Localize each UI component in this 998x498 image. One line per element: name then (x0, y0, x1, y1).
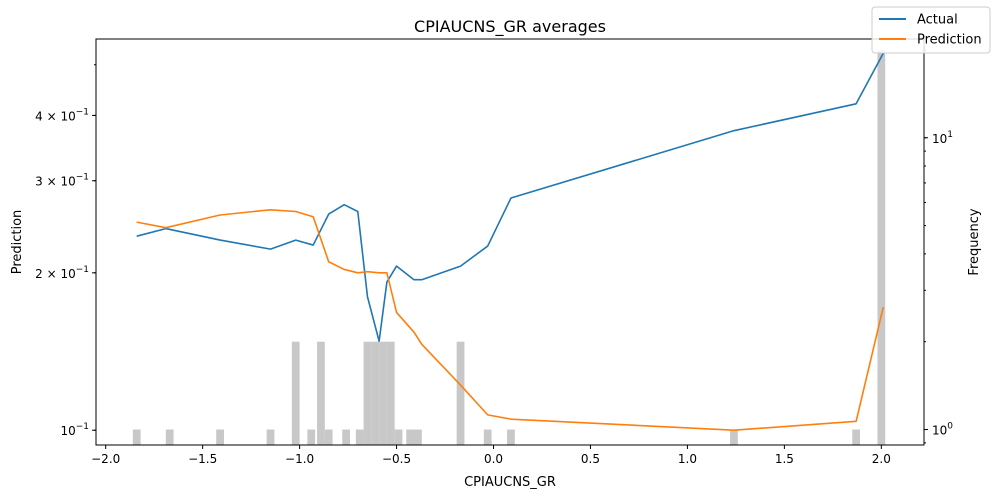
histogram-bar (324, 429, 333, 445)
x-tick-label: −0.5 (382, 452, 411, 466)
histogram-bar (877, 49, 886, 446)
histogram-bar (132, 429, 141, 445)
histogram-bar (379, 341, 387, 445)
x-tick-label: 2.0 (872, 452, 891, 466)
histogram-bar (342, 429, 351, 445)
histogram-bar (406, 429, 415, 445)
x-tick-label: 1.0 (678, 452, 697, 466)
y-axis-ticks: 10−1 2 × 10−1 3 × 10−1 4 × 10−1 (35, 64, 96, 438)
histogram-bar (216, 429, 224, 445)
y-tick-label: 4 × 10−1 (35, 107, 89, 123)
series-lines (136, 52, 885, 432)
y2-axis-ticks: 100 101 (924, 49, 953, 444)
series-line-prediction (136, 208, 885, 432)
y-axis-label: Prediction (10, 210, 25, 275)
histogram-bar (371, 341, 380, 445)
x-tick-label: 1.5 (775, 452, 794, 466)
x-axis-label: CPIAUCNS_GR (464, 475, 556, 490)
histogram-bar (165, 429, 174, 445)
histogram-bar (386, 341, 395, 445)
histogram-bar (291, 341, 300, 445)
plot-frame (95, 38, 925, 446)
y2-tick-label: 100 (932, 422, 953, 438)
x-tick-label: −1.5 (188, 452, 217, 466)
y-tick-label: 3 × 10−1 (35, 173, 89, 189)
x-tick-label: −2.0 (91, 452, 120, 466)
y2-axis-label: Frequency (967, 208, 982, 275)
y-tick-label: 10−1 (60, 422, 89, 438)
y2-tick-label: 101 (932, 130, 953, 146)
x-tick-label: −1.0 (285, 452, 314, 466)
x-tick-label: 0.0 (484, 452, 503, 466)
histogram-bar (730, 429, 738, 445)
histogram-bar (507, 429, 515, 445)
histogram-bar (355, 429, 364, 445)
y-tick-label: 2 × 10−1 (35, 265, 89, 281)
legend: Actual Prediction (871, 6, 991, 54)
legend-label-actual: Actual (917, 13, 958, 28)
histogram-bar (317, 341, 325, 445)
legend-label-prediction: Prediction (917, 33, 982, 48)
histogram-bar (852, 429, 861, 445)
histogram-bars (132, 49, 886, 446)
histogram-bar (456, 341, 465, 445)
series-line-actual (136, 52, 884, 342)
x-axis-ticks: −2.0 −1.5 −1.0 −0.5 0.0 0.5 1.0 1.5 2.0 (91, 445, 891, 466)
histogram-bar (307, 429, 316, 445)
histogram-bar (483, 429, 492, 445)
histogram-bar (394, 429, 403, 445)
histogram-bar (266, 429, 275, 445)
x-tick-label: 0.5 (581, 452, 600, 466)
histogram-bar (363, 341, 372, 445)
chart-title: CPIAUCNS_GR averages (414, 17, 606, 37)
histogram-bar (414, 429, 422, 445)
